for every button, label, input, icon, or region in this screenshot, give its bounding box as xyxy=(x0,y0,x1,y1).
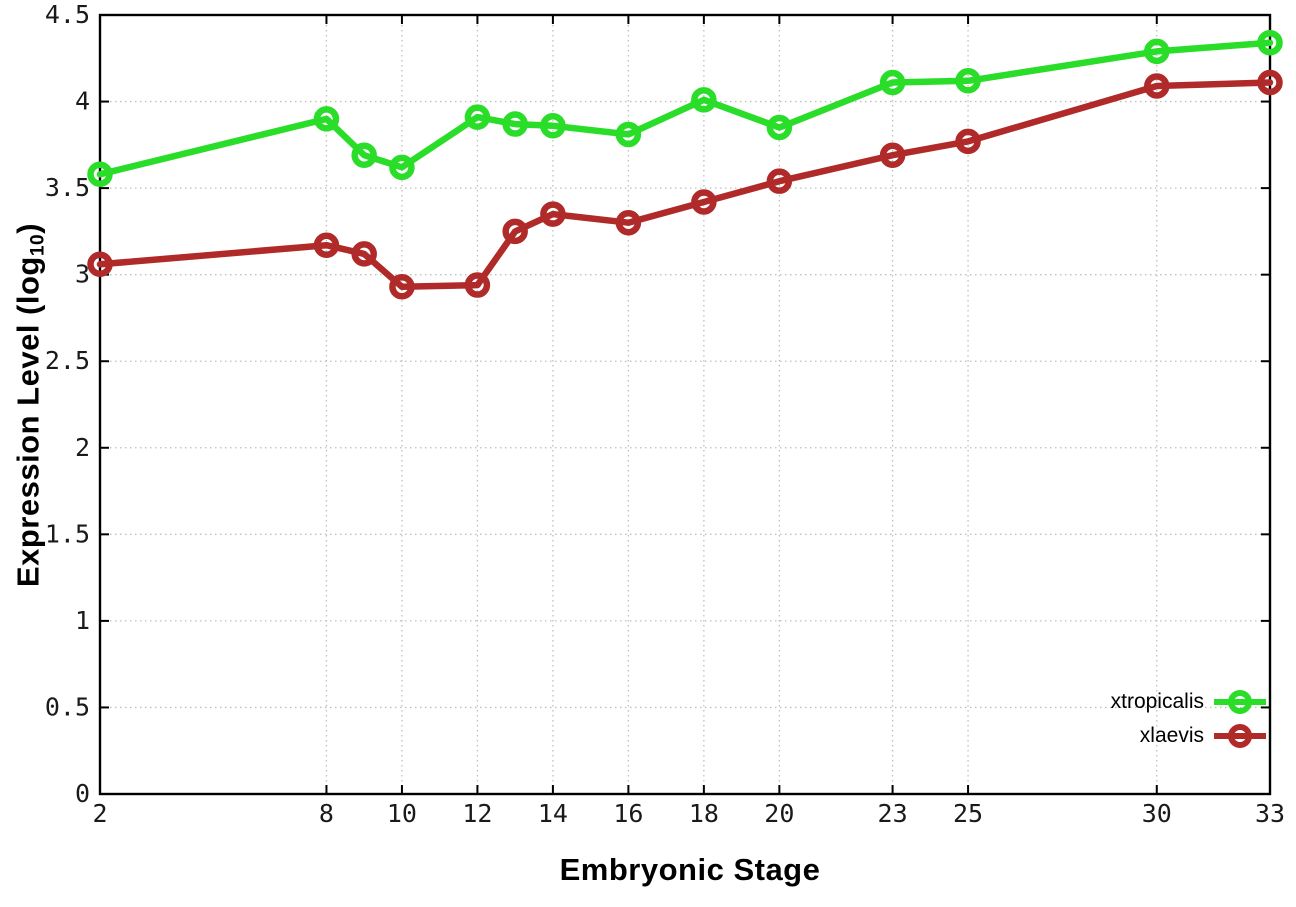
data-point-xtropicalis xyxy=(351,142,377,168)
legend-item-xlaevis: xlaevis xyxy=(1140,721,1266,751)
data-point-xtropicalis xyxy=(955,68,981,94)
x-tick-label: 23 xyxy=(878,799,908,828)
legend-circle-marker-icon xyxy=(1228,724,1252,748)
data-point-xtropicalis xyxy=(615,121,642,148)
data-point-xtropicalis xyxy=(313,106,340,132)
data-point-xtropicalis xyxy=(540,113,566,139)
y-axis-title: Expression Level (log10) xyxy=(10,223,49,587)
series-line-xlaevis xyxy=(96,79,1274,291)
y-tick-label: 3 xyxy=(75,260,90,289)
data-point-xtropicalis xyxy=(502,111,528,137)
y-axis-title-text: Expression Level (log xyxy=(10,256,46,588)
y-tick-label: 4 xyxy=(75,87,90,116)
data-point-xtropicalis xyxy=(464,104,491,130)
x-tick-label: 8 xyxy=(319,799,334,828)
x-tick-label: 12 xyxy=(462,799,492,828)
y-tick-label: 0 xyxy=(75,779,90,808)
data-point-xtropicalis xyxy=(1257,29,1283,56)
x-tick-label: 2 xyxy=(92,799,107,828)
legend-label-xtropicalis: xtropicalis xyxy=(1110,690,1204,713)
x-tick-label: 25 xyxy=(953,799,983,828)
y-axis-title-subscript: 10 xyxy=(27,233,49,257)
data-point-xtropicalis xyxy=(691,87,717,113)
data-point-xlaevis xyxy=(464,272,491,298)
y-tick-label: 2 xyxy=(75,433,90,462)
y-tick-label: 4.5 xyxy=(45,0,90,29)
x-tick-label: 16 xyxy=(613,799,643,828)
data-point-xlaevis xyxy=(1144,73,1170,99)
data-point-xtropicalis xyxy=(87,161,113,188)
data-point-xlaevis xyxy=(955,128,981,155)
data-point-xlaevis xyxy=(691,189,717,215)
legend-item-xtropicalis: xtropicalis xyxy=(1111,687,1266,717)
y-tick-label: 1.5 xyxy=(45,519,90,548)
data-point-xtropicalis xyxy=(766,114,793,141)
plot-border xyxy=(98,13,1272,796)
series-line-xtropicalis xyxy=(96,39,1274,178)
x-tick-label: 20 xyxy=(764,799,794,828)
x-axis-title: Embryonic Stage xyxy=(559,852,821,887)
legend-sample-xtropicalis xyxy=(1214,689,1266,715)
data-point-xtropicalis xyxy=(1144,38,1170,65)
x-tick-label: 10 xyxy=(387,799,417,828)
y-tick-label: 2.5 xyxy=(45,346,90,375)
data-point-xtropicalis xyxy=(389,154,415,181)
data-point-xlaevis xyxy=(766,168,793,194)
x-tick-label: 18 xyxy=(689,799,719,828)
data-point-xlaevis xyxy=(87,251,113,278)
y-tick-label: 3.5 xyxy=(45,173,90,202)
data-point-xlaevis xyxy=(313,232,340,258)
x-tick-label: 14 xyxy=(538,799,568,828)
y-tick-label: 1 xyxy=(75,606,90,635)
data-point-xlaevis xyxy=(879,142,906,168)
legend-label-xlaevis: xlaevis xyxy=(1139,724,1204,747)
legend-sample-xlaevis xyxy=(1214,723,1266,749)
data-point-xlaevis xyxy=(351,241,377,267)
data-point-xlaevis xyxy=(1257,69,1283,96)
x-tick-label: 33 xyxy=(1255,799,1285,828)
data-point-xlaevis xyxy=(615,209,642,236)
legend: xtropicalis xlaevis xyxy=(1111,687,1266,751)
data-point-xlaevis xyxy=(389,274,415,300)
data-point-xtropicalis xyxy=(879,69,906,96)
data-point-xlaevis xyxy=(540,201,566,227)
y-tick-label: 0.5 xyxy=(45,692,90,721)
y-axis-title-close: ) xyxy=(10,222,46,234)
legend-circle-marker-icon xyxy=(1228,690,1252,714)
x-tick-label: 30 xyxy=(1142,799,1172,828)
data-point-xlaevis xyxy=(502,218,528,245)
